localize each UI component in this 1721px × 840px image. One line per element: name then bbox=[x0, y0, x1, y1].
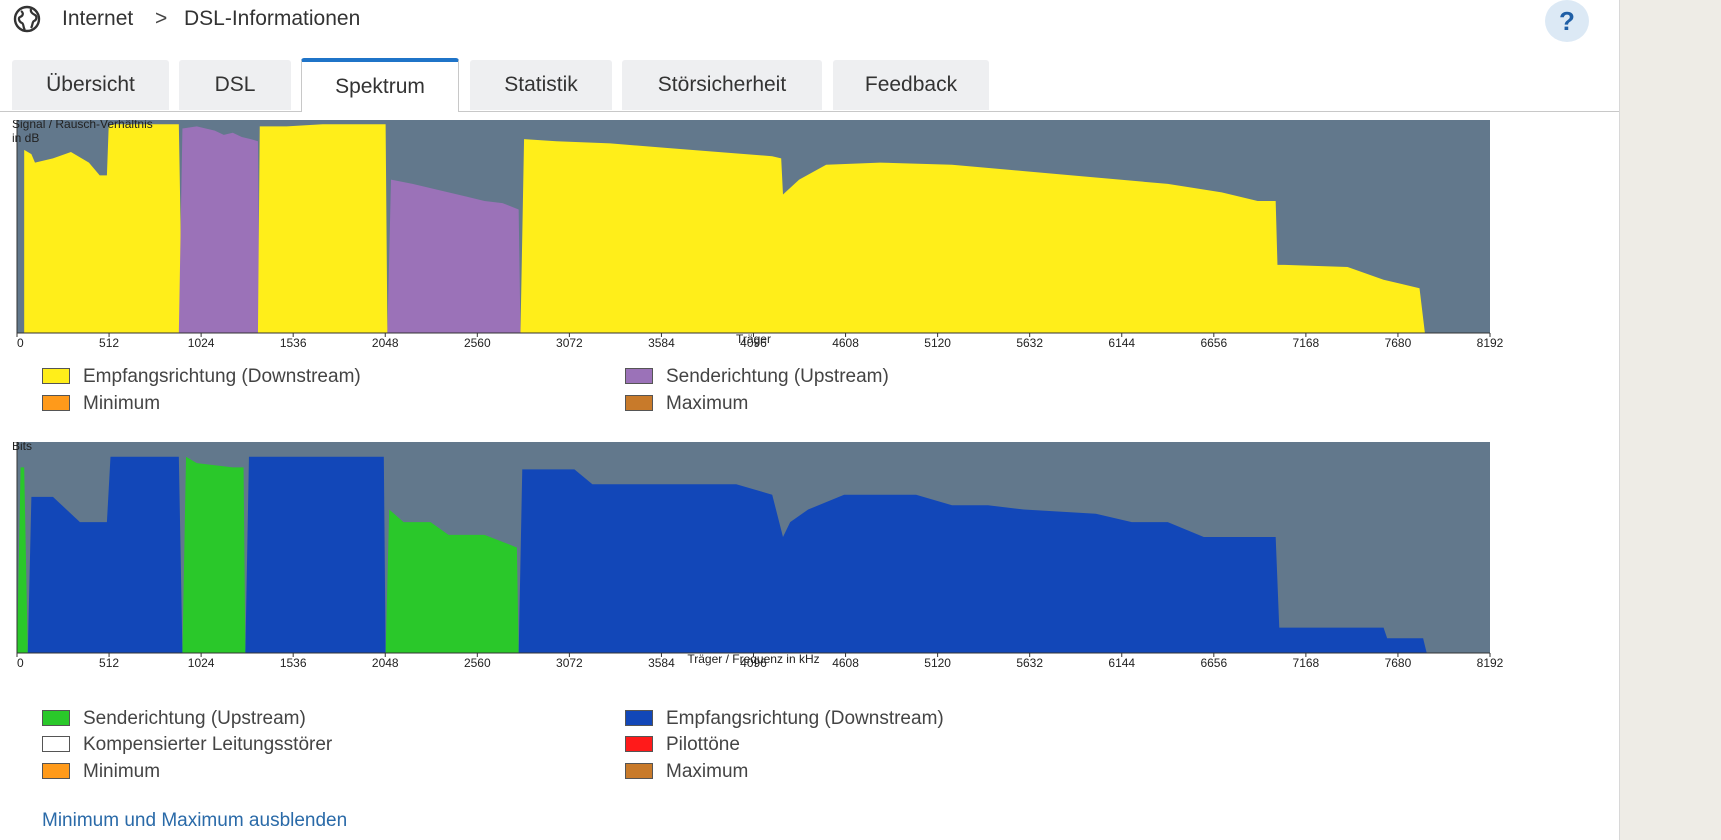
bits-tick-label: 3584 bbox=[648, 656, 675, 670]
snr-x-title: Träger bbox=[736, 332, 771, 346]
snr-tick-label: 1536 bbox=[280, 336, 307, 350]
legend-swatch bbox=[42, 710, 70, 726]
bits-series-1 bbox=[27, 456, 183, 653]
bits-series-2 bbox=[182, 456, 246, 653]
snr-tick-label: 3584 bbox=[648, 336, 675, 350]
legend-swatch bbox=[42, 395, 70, 411]
snr-tick-label: 5632 bbox=[1016, 336, 1043, 350]
breadcrumb-internet[interactable]: Internet bbox=[62, 7, 134, 30]
breadcrumb-dsl-info: DSL-Informationen bbox=[184, 7, 361, 30]
snr-tick-label: 2048 bbox=[372, 336, 399, 350]
snr-tick-label: 1024 bbox=[188, 336, 215, 350]
snr-series-3 bbox=[387, 179, 521, 333]
snr-tick-label: 4096 bbox=[740, 336, 767, 350]
legend-swatch bbox=[42, 763, 70, 779]
snr-series-2 bbox=[257, 124, 388, 333]
tab-stoersicherheit[interactable]: Störsicherheit bbox=[622, 60, 822, 110]
snr-chart-svg: 0 512 1024 1536 2048 2560 3072 3584 4096 4608 5120… bbox=[12, 120, 1504, 350]
snr-tick-label: 8192 bbox=[1477, 336, 1504, 350]
snr-tick-label: 7680 bbox=[1385, 336, 1412, 350]
bits-tick-label: 4608 bbox=[832, 656, 859, 670]
legend-swatch bbox=[625, 395, 653, 411]
legend-swatch bbox=[625, 763, 653, 779]
bits-series-4 bbox=[385, 509, 519, 653]
legend-swatch bbox=[42, 368, 70, 384]
snr-chart: 0 512 1024 1536 2048 2560 3072 3584 4096 4608 5120… bbox=[0, 120, 1619, 370]
tab-feedback[interactable]: Feedback bbox=[833, 60, 989, 110]
legend-swatch bbox=[625, 710, 653, 726]
tab-uebersicht[interactable]: Übersicht bbox=[12, 60, 169, 110]
snr-tick-label: 2560 bbox=[464, 336, 491, 350]
bits-tick-label: 7168 bbox=[1293, 656, 1320, 670]
bits-tick-label: 5632 bbox=[1016, 656, 1043, 670]
snr-series-0 bbox=[24, 124, 183, 333]
snr-y-title: Signal / Rausch-Verhältnis in dB bbox=[12, 120, 153, 145]
snr-tick-label: 0 bbox=[17, 336, 24, 350]
tab-spektrum[interactable]: Spektrum bbox=[301, 58, 459, 112]
snr-tick-label: 512 bbox=[99, 336, 119, 350]
tab-bar: Übersicht DSL Spektrum Statistik Störsic… bbox=[0, 58, 1619, 112]
bits-y-title: Bits bbox=[12, 442, 32, 453]
tab-statistik[interactable]: Statistik bbox=[470, 60, 612, 110]
snr-tick-label: 5120 bbox=[924, 336, 951, 350]
snr-tick-label: 3072 bbox=[556, 336, 583, 350]
snr-series-4 bbox=[520, 139, 1427, 333]
bits-x-title: Träger / Frequenz in kHz bbox=[687, 652, 819, 666]
bits-series-5 bbox=[518, 469, 1427, 653]
snr-tick-label: 4608 bbox=[832, 336, 859, 350]
bits-tick-label: 5120 bbox=[924, 656, 951, 670]
toggle-minmax-link[interactable]: Minimum und Maximum ausblenden bbox=[42, 810, 348, 831]
breadcrumb-separator: > bbox=[155, 7, 168, 30]
bits-tick-label: 3072 bbox=[556, 656, 583, 670]
bits-chart-svg: 0 512 1024 1536 2048 2560 3072 3584 4096 4608 5120… bbox=[12, 442, 1504, 670]
bits-tick-label: 2048 bbox=[372, 656, 399, 670]
bits-tick-label: 1024 bbox=[188, 656, 215, 670]
bits-tick-label: 8192 bbox=[1477, 656, 1504, 670]
legend-swatch bbox=[42, 736, 70, 752]
bits-tick-label: 7680 bbox=[1385, 656, 1412, 670]
bits-series-3 bbox=[245, 456, 386, 653]
bits-tick-label: 0 bbox=[17, 656, 24, 670]
snr-tick-label: 6144 bbox=[1108, 336, 1135, 350]
bits-tick-label: 2560 bbox=[464, 656, 491, 670]
globe-icon bbox=[13, 5, 41, 33]
help-button[interactable]: ? bbox=[1545, 0, 1589, 42]
legend-swatch bbox=[625, 368, 653, 384]
bits-tick-label: 6656 bbox=[1200, 656, 1227, 670]
bits-tick-label: 6144 bbox=[1108, 656, 1135, 670]
snr-tick-label: 6656 bbox=[1200, 336, 1227, 350]
bits-chart: 0 512 1024 1536 2048 2560 3072 3584 4096 4608 5120… bbox=[0, 442, 1619, 712]
bits-tick-label: 512 bbox=[99, 656, 119, 670]
tab-dsl[interactable]: DSL bbox=[179, 60, 291, 110]
snr-series-1 bbox=[178, 126, 260, 333]
bits-tick-label: 1536 bbox=[280, 656, 307, 670]
bits-tick-label: 4096 bbox=[740, 656, 767, 670]
page-header: Internet > DSL-Informationen ? bbox=[0, 0, 1619, 46]
content-panel: Internet > DSL-Informationen ? Übersicht… bbox=[0, 0, 1620, 840]
legend-swatch bbox=[625, 736, 653, 752]
snr-tick-label: 7168 bbox=[1293, 336, 1320, 350]
